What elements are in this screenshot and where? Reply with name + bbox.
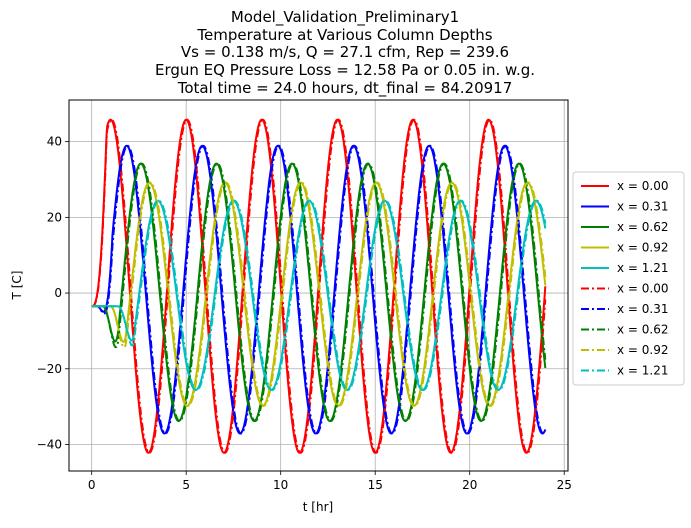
title-line-1: Model_Validation_Preliminary1	[231, 8, 459, 27]
x-tick-label: 15	[368, 478, 383, 492]
legend-label: x = 0.62	[617, 220, 669, 234]
legend-label: x = 1.21	[617, 261, 669, 275]
y-axis-label: T [C]	[10, 271, 24, 301]
title-line-5: Total time = 24.0 hours, dt_final = 84.2…	[177, 79, 513, 98]
legend-label: x = 0.92	[617, 241, 669, 255]
x-axis-label: t [hr]	[303, 500, 333, 514]
legend-label: x = 0.62	[617, 323, 669, 337]
y-tick-label: −20	[37, 362, 62, 376]
plot-frame	[68, 99, 569, 472]
x-tick-label: 0	[88, 478, 96, 492]
legend-label: x = 1.21	[617, 364, 669, 378]
y-tick-label: 0	[54, 286, 62, 300]
legend-label: x = 0.00	[617, 179, 669, 193]
x-tick-label: 10	[273, 478, 288, 492]
legend-label: x = 0.00	[617, 282, 669, 296]
series-line-7	[91, 144, 547, 435]
y-tick-label: 40	[47, 135, 62, 149]
legend-label: x = 0.31	[617, 200, 669, 214]
chart-title: Model_Validation_Preliminary1 Temperatur…	[155, 8, 535, 98]
x-tick-label: 5	[182, 478, 190, 492]
x-tick-label: 25	[557, 478, 572, 492]
legend-label: x = 0.92	[617, 343, 669, 357]
title-line-2: Temperature at Various Column Depths	[196, 26, 492, 44]
y-tick-label: −40	[37, 438, 62, 452]
y-tick-label: 20	[47, 210, 62, 224]
x-tick-label: 20	[462, 478, 477, 492]
series-line-6	[91, 118, 547, 454]
legend: x = 0.00 x = 0.31 x = 0.62 x = 0.92 x = 1.21…	[572, 171, 685, 386]
title-line-4: Ergun EQ Pressure Loss = 12.58 Pa or 0.0…	[155, 61, 535, 79]
title-line-3: Vs = 0.138 m/s, Q = 27.1 cfm, Rep = 239.…	[181, 43, 509, 61]
series-line-8	[91, 162, 547, 422]
series-line-10	[91, 199, 547, 391]
series-group	[91, 118, 547, 454]
legend-frame	[572, 171, 685, 386]
legend-label: x = 0.31	[617, 302, 669, 316]
axis-ticks: 0 5 10 15 20 25 −40 −20 0 20 40	[37, 135, 572, 492]
